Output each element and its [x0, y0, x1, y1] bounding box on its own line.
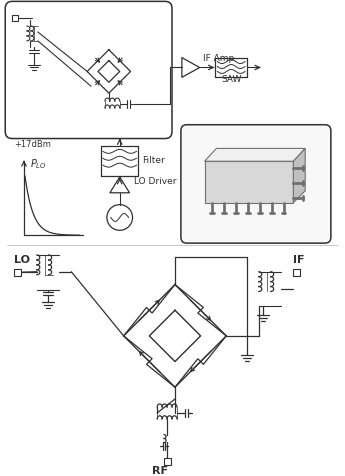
Text: LO: LO	[14, 254, 30, 264]
Text: $P_{LO}$: $P_{LO}$	[30, 157, 47, 170]
Text: LO Driver: LO Driver	[134, 177, 176, 186]
Text: IF: IF	[293, 254, 305, 264]
Polygon shape	[293, 149, 305, 203]
Text: Filter: Filter	[142, 156, 165, 165]
Text: RF: RF	[152, 465, 168, 475]
Text: +17dBm: +17dBm	[14, 140, 51, 149]
Bar	[12, 16, 18, 22]
Bar	[293, 269, 300, 276]
Text: SAW: SAW	[221, 75, 242, 84]
Polygon shape	[205, 149, 305, 162]
Text: IF Amp: IF Amp	[203, 53, 234, 62]
FancyBboxPatch shape	[181, 126, 331, 244]
FancyBboxPatch shape	[5, 2, 172, 139]
Polygon shape	[205, 162, 293, 203]
Bar	[14, 269, 21, 276]
Bar	[164, 458, 171, 465]
